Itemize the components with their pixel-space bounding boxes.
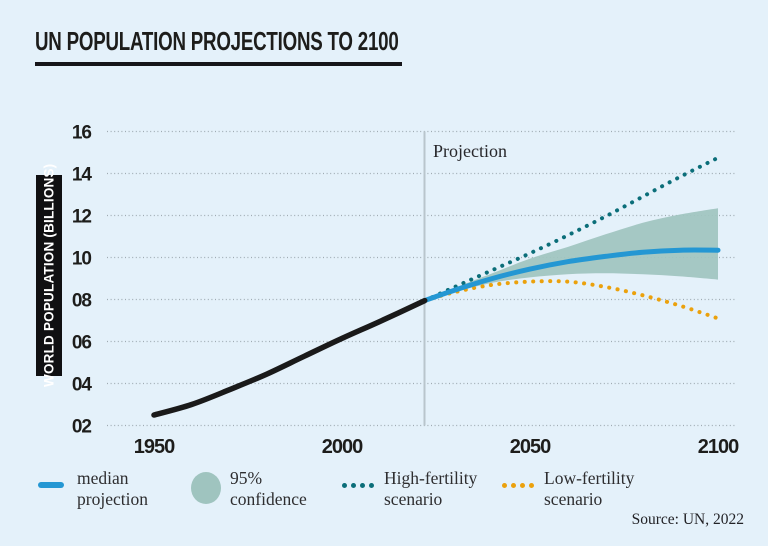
legend-item-high-fertility: High-fertility scenario bbox=[342, 468, 477, 511]
legend-label-high-fertility: High-fertility scenario bbox=[384, 468, 478, 510]
y-tick-label: 12 bbox=[72, 207, 92, 228]
x-axis-tick-labels: 1950 2000 2050 2100 bbox=[134, 436, 740, 458]
legend-label-median: median projection bbox=[77, 468, 148, 510]
x-tick-label: 1950 bbox=[134, 436, 175, 458]
median-line-swatch bbox=[38, 482, 64, 488]
median-projection-line bbox=[422, 247, 721, 304]
y-tick-label: 04 bbox=[72, 375, 93, 396]
legend-label-low-fertility: Low-fertility scenario bbox=[544, 468, 635, 510]
legend-item-median: median projection bbox=[38, 468, 148, 511]
x-tick-label: 2050 bbox=[510, 436, 551, 458]
y-tick-label: 16 bbox=[72, 123, 92, 144]
chart-title-underline: UN POPULATION PROJECTIONS TO 2100 bbox=[35, 26, 402, 66]
x-tick-label: 2000 bbox=[322, 436, 363, 458]
low-fertility-dots-swatch bbox=[502, 483, 534, 488]
y-tick-label: 14 bbox=[72, 165, 93, 186]
y-axis-tick-labels: 16 14 12 10 08 06 04 02 bbox=[72, 123, 94, 438]
legend: median projection 95% confidence High-fe… bbox=[0, 468, 768, 528]
y-tick-label: 02 bbox=[72, 417, 92, 438]
legend-item-confidence: 95% confidence bbox=[191, 468, 307, 511]
x-tick-label: 2100 bbox=[698, 436, 739, 458]
low-fertility-line bbox=[422, 279, 720, 321]
historical-population-line bbox=[151, 297, 428, 418]
high-fertility-line bbox=[422, 155, 720, 303]
chart-title: UN POPULATION PROJECTIONS TO 2100 bbox=[35, 26, 399, 56]
y-tick-label: 08 bbox=[72, 291, 92, 312]
projection-annotation: Projection bbox=[433, 141, 507, 161]
legend-label-confidence: 95% confidence bbox=[230, 468, 307, 510]
high-fertility-dots-swatch bbox=[342, 483, 374, 488]
y-tick-label: 06 bbox=[72, 333, 92, 354]
gridlines bbox=[107, 130, 735, 427]
y-tick-label: 10 bbox=[72, 249, 92, 270]
legend-item-low-fertility: Low-fertility scenario bbox=[502, 468, 634, 511]
confidence-band-swatch bbox=[191, 472, 221, 504]
source-attribution: Source: UN, 2022 bbox=[631, 511, 744, 528]
